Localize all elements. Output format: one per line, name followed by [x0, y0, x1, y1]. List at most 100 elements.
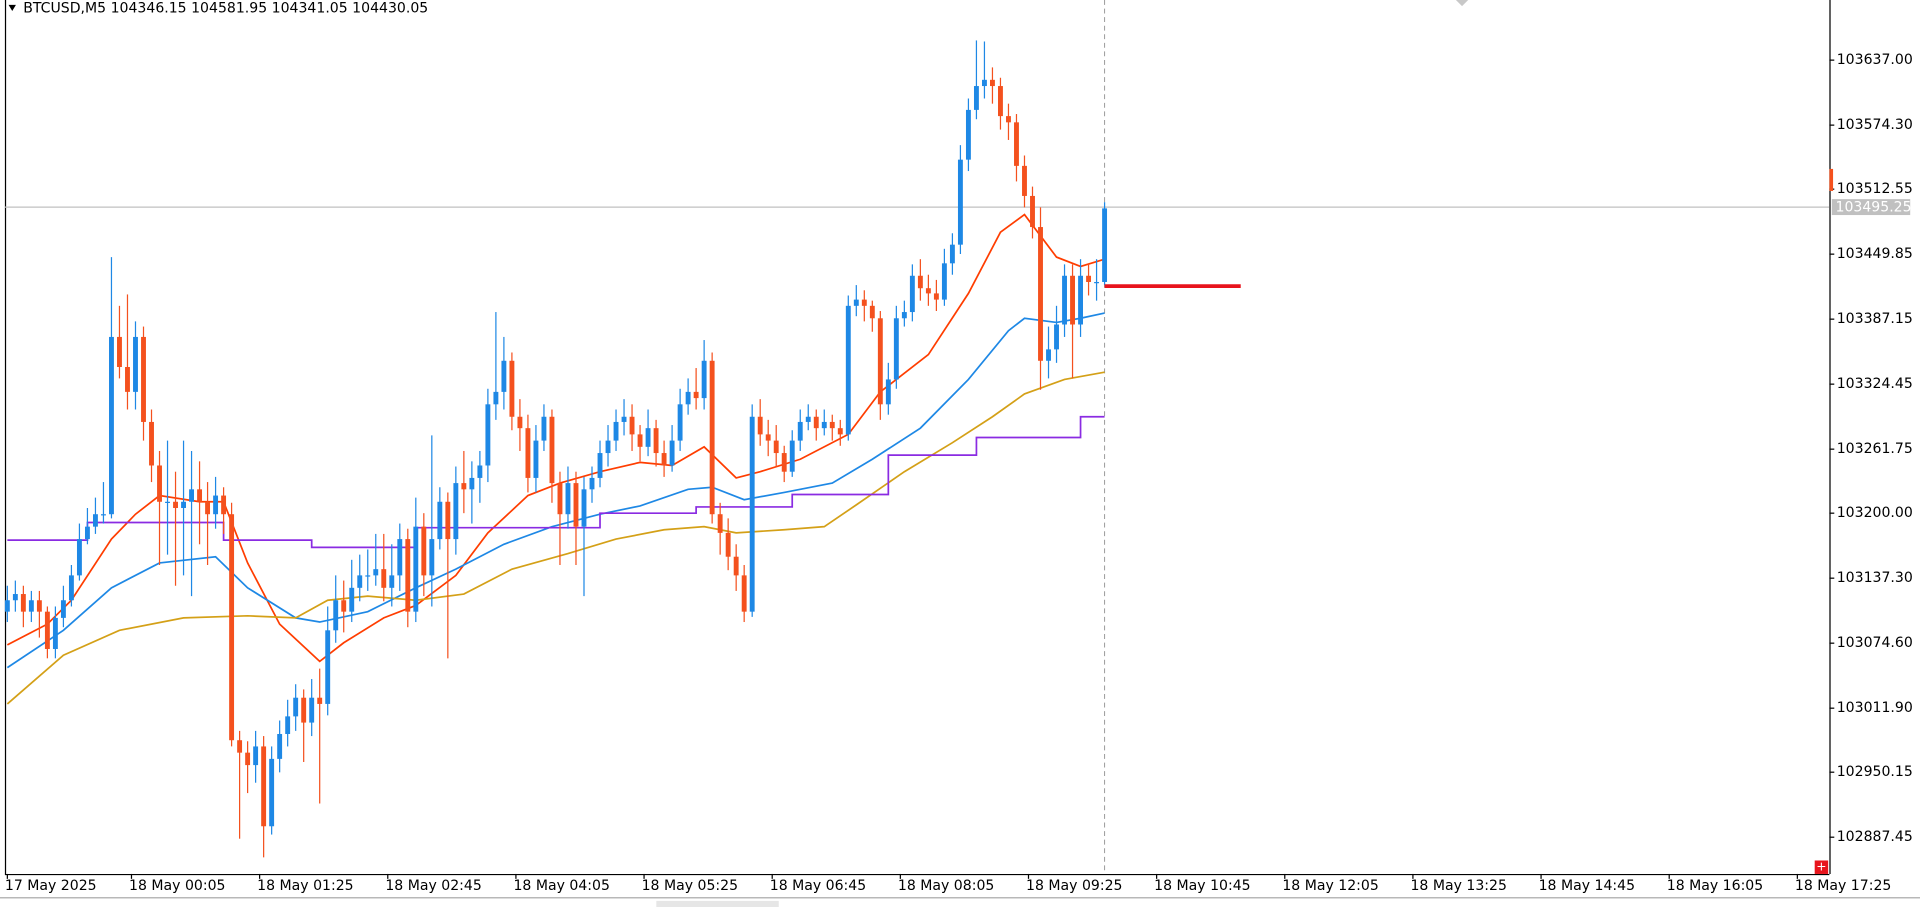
candle-body	[733, 556, 739, 576]
candle-body	[469, 477, 475, 490]
candle-body	[389, 575, 395, 588]
candle-body	[869, 305, 875, 319]
candle-body	[101, 514, 106, 516]
candle-body	[981, 79, 987, 87]
candle-body	[925, 288, 931, 294]
candle-body	[701, 360, 707, 399]
candle-body	[197, 489, 203, 502]
candle-body	[237, 740, 243, 753]
x-tick-label: 18 May 09:25	[1026, 878, 1122, 894]
candle-body	[685, 391, 691, 405]
candle-body	[901, 312, 907, 319]
candle-body	[285, 716, 291, 734]
x-tick-label: 18 May 04:05	[513, 878, 609, 894]
candle-body	[933, 293, 939, 300]
candle-body	[581, 489, 587, 527]
candle-body	[437, 501, 443, 540]
shift-marker	[1455, 0, 1469, 7]
candle-body	[725, 532, 731, 557]
title-arrow[interactable]	[8, 4, 16, 12]
add-button-icon: +	[1816, 860, 1826, 874]
candle-body	[189, 489, 195, 502]
y-tick-label: 103200.00	[1837, 505, 1913, 521]
candle-body	[605, 440, 611, 454]
candle-body	[861, 299, 867, 306]
candle-body	[517, 416, 523, 429]
candle-body	[325, 630, 331, 704]
candle-body	[421, 526, 427, 576]
candle-body	[221, 495, 227, 515]
candle-body	[461, 483, 467, 490]
y-tick-label: 103512.55	[1837, 181, 1913, 197]
candle-body	[413, 526, 419, 612]
candle-body	[109, 336, 114, 515]
candle-body	[1070, 275, 1075, 325]
candle-body	[509, 360, 515, 417]
candle-body	[637, 434, 643, 447]
candle-body	[877, 318, 883, 405]
candle-body	[317, 697, 323, 704]
candle-body	[68, 575, 74, 601]
candle-body	[213, 495, 219, 515]
y-tick-label: 102887.45	[1837, 829, 1913, 845]
candle-body	[1086, 275, 1092, 282]
y-tick-label: 102950.15	[1837, 764, 1913, 780]
candle-body	[765, 434, 771, 441]
y-tick-label: 103637.00	[1837, 52, 1913, 68]
candle-body	[1014, 122, 1019, 166]
candle-body	[365, 575, 371, 577]
candle-body	[269, 758, 275, 827]
x-tick-label: 18 May 14:45	[1539, 878, 1635, 894]
scrollbar-thumb[interactable]	[656, 900, 779, 907]
candle-body	[293, 697, 299, 717]
x-tick-label: 18 May 16:05	[1667, 878, 1763, 894]
candle-body	[589, 477, 595, 490]
candle-body	[669, 440, 675, 466]
candle-body	[797, 421, 803, 441]
candle-body	[773, 440, 779, 454]
candle-body	[1030, 195, 1035, 228]
candle-body	[245, 752, 251, 766]
candle-body	[445, 501, 451, 540]
y-tick-label: 103574.30	[1837, 117, 1913, 133]
candle-body	[373, 569, 379, 576]
candle-body	[301, 697, 307, 723]
indicator-line	[6, 213, 1105, 663]
candle-body	[541, 416, 547, 441]
candle-body	[277, 733, 283, 759]
x-tick-label: 18 May 01:25	[257, 878, 353, 894]
candle-body	[613, 421, 619, 441]
candle-body	[141, 336, 146, 422]
candle-body	[653, 428, 659, 454]
candle-body	[4, 600, 10, 612]
candle-body	[645, 428, 651, 447]
candle-body	[661, 453, 667, 466]
candle-body	[965, 109, 971, 160]
add-button[interactable]	[1814, 860, 1829, 874]
x-tick-label: 18 May 13:25	[1410, 878, 1506, 894]
x-tick-label: 18 May 12:05	[1282, 878, 1378, 894]
candle-body	[173, 501, 178, 508]
candle-body	[341, 600, 347, 612]
candle-body	[429, 539, 435, 576]
candle-body	[149, 421, 154, 466]
y-tick-label: 103449.85	[1837, 246, 1913, 262]
candle-body	[157, 465, 162, 502]
y-tick-label: 103074.60	[1837, 635, 1913, 651]
candle-body	[133, 336, 138, 392]
candle-body	[957, 159, 963, 245]
candle-body	[477, 465, 483, 478]
candle-body	[845, 305, 851, 435]
candle-body	[357, 575, 363, 588]
y-tick-label: 103324.45	[1837, 376, 1913, 392]
candle-body	[829, 421, 835, 429]
x-tick-label: 18 May 02:45	[385, 878, 481, 894]
y-tick-label: 103387.15	[1837, 311, 1913, 327]
candle-body	[501, 360, 507, 392]
last-price-box	[1831, 199, 1911, 216]
candle-body	[717, 514, 723, 533]
candle-body	[36, 600, 42, 612]
